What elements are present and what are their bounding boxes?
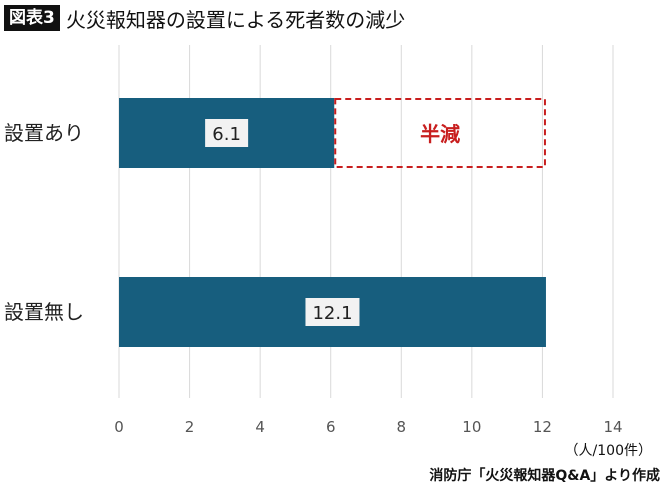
axis-unit: （人/100件） xyxy=(564,443,652,459)
data-label: 6.1 xyxy=(212,124,241,145)
x-tick-label: 12 xyxy=(533,418,552,436)
x-tick-label: 4 xyxy=(255,418,265,436)
category-label: 設置無し xyxy=(4,300,84,324)
halved-box xyxy=(334,98,546,168)
x-tick-label: 14 xyxy=(603,418,622,436)
data-label: 12.1 xyxy=(312,303,352,324)
data-label-box xyxy=(205,119,249,147)
header: 図表3 火災報知器の設置による死者数の減少 xyxy=(4,4,405,32)
x-tick-label: 10 xyxy=(462,418,481,436)
category-label: 設置あり xyxy=(4,121,84,145)
chart-title: 火災報知器の設置による死者数の減少 xyxy=(65,7,406,32)
data-label-box xyxy=(305,298,360,326)
x-tick-label: 0 xyxy=(114,418,124,436)
figure-badge: 図表3 xyxy=(4,5,60,31)
source-note: 消防庁「火災報知器Q&A」より作成 xyxy=(429,468,660,484)
x-tick-label: 6 xyxy=(326,418,336,436)
x-tick-label: 2 xyxy=(185,418,195,436)
annotation-label: 半減 xyxy=(420,122,460,146)
x-tick-label: 8 xyxy=(397,418,407,436)
